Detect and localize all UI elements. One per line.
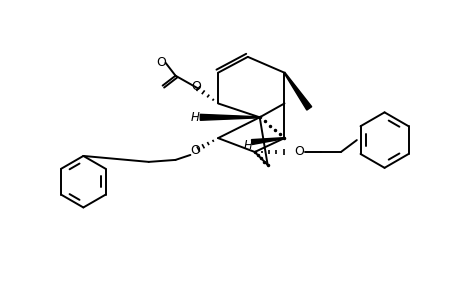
Polygon shape [251, 138, 284, 145]
Text: H: H [243, 139, 252, 152]
Text: H: H [190, 111, 199, 124]
Text: O: O [294, 146, 303, 158]
Text: O: O [190, 145, 200, 158]
Text: O: O [157, 56, 166, 69]
Text: O: O [191, 80, 201, 93]
Polygon shape [200, 114, 259, 120]
Polygon shape [284, 72, 311, 110]
